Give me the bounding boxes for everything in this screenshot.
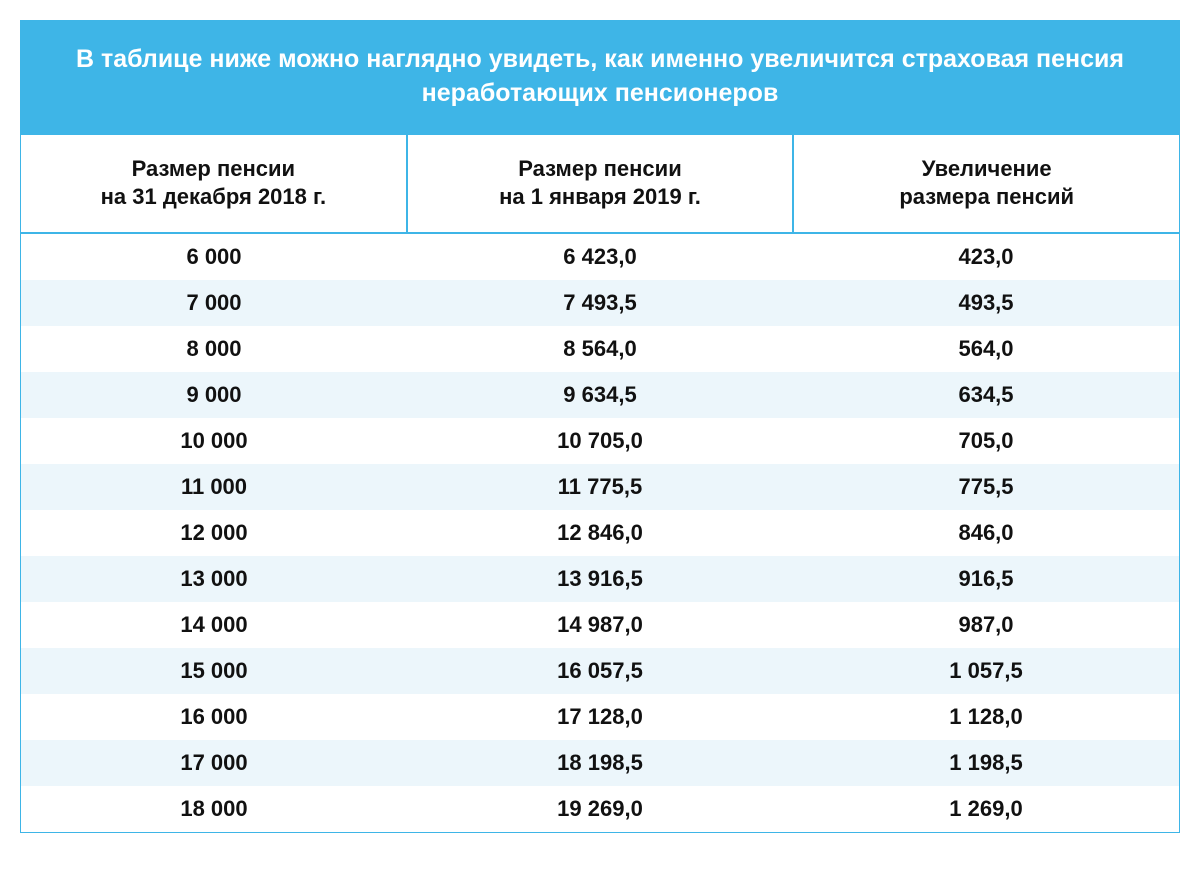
table-row: 15 00016 057,51 057,5 — [21, 648, 1179, 694]
table-cell: 7 493,5 — [407, 280, 793, 326]
column-header-2: Увеличениеразмера пенсий — [794, 135, 1179, 234]
table-cell: 18 198,5 — [407, 740, 793, 786]
table-row: 13 00013 916,5916,5 — [21, 556, 1179, 602]
table-cell: 17 000 — [21, 740, 407, 786]
table-cell: 564,0 — [793, 326, 1179, 372]
table-cell: 11 775,5 — [407, 464, 793, 510]
table-cell: 987,0 — [793, 602, 1179, 648]
table-cell: 11 000 — [21, 464, 407, 510]
table-row: 8 0008 564,0564,0 — [21, 326, 1179, 372]
table-cell: 493,5 — [793, 280, 1179, 326]
table-row: 18 00019 269,01 269,0 — [21, 786, 1179, 832]
table-cell: 9 000 — [21, 372, 407, 418]
table-cell: 1 198,5 — [793, 740, 1179, 786]
table-cell: 8 564,0 — [407, 326, 793, 372]
table-cell: 1 269,0 — [793, 786, 1179, 832]
table-header-row: Размер пенсиина 31 декабря 2018 г. Разме… — [21, 133, 1179, 234]
table-cell: 16 057,5 — [407, 648, 793, 694]
table-cell: 10 705,0 — [407, 418, 793, 464]
table-cell: 705,0 — [793, 418, 1179, 464]
table-cell: 10 000 — [21, 418, 407, 464]
table-cell: 12 000 — [21, 510, 407, 556]
table-body: 6 0006 423,0423,07 0007 493,5493,58 0008… — [21, 234, 1179, 832]
column-header-0: Размер пенсиина 31 декабря 2018 г. — [21, 135, 408, 234]
table-cell: 19 269,0 — [407, 786, 793, 832]
table-cell: 846,0 — [793, 510, 1179, 556]
table-row: 11 00011 775,5775,5 — [21, 464, 1179, 510]
table-row: 6 0006 423,0423,0 — [21, 234, 1179, 280]
table-title: В таблице ниже можно наглядно увидеть, к… — [21, 21, 1179, 133]
table-cell: 1 128,0 — [793, 694, 1179, 740]
table-row: 10 00010 705,0705,0 — [21, 418, 1179, 464]
table-cell: 14 987,0 — [407, 602, 793, 648]
table-cell: 15 000 — [21, 648, 407, 694]
table-cell: 8 000 — [21, 326, 407, 372]
table-row: 7 0007 493,5493,5 — [21, 280, 1179, 326]
table-row: 12 00012 846,0846,0 — [21, 510, 1179, 556]
table-cell: 634,5 — [793, 372, 1179, 418]
table-cell: 12 846,0 — [407, 510, 793, 556]
table-row: 16 00017 128,01 128,0 — [21, 694, 1179, 740]
table-cell: 423,0 — [793, 234, 1179, 280]
pension-table: В таблице ниже можно наглядно увидеть, к… — [20, 20, 1180, 833]
column-header-1: Размер пенсиина 1 января 2019 г. — [408, 135, 795, 234]
table-cell: 17 128,0 — [407, 694, 793, 740]
table-row: 14 00014 987,0987,0 — [21, 602, 1179, 648]
table-cell: 775,5 — [793, 464, 1179, 510]
table-row: 9 0009 634,5634,5 — [21, 372, 1179, 418]
table-cell: 916,5 — [793, 556, 1179, 602]
table-cell: 1 057,5 — [793, 648, 1179, 694]
table-cell: 6 423,0 — [407, 234, 793, 280]
table-row: 17 00018 198,51 198,5 — [21, 740, 1179, 786]
table-cell: 7 000 — [21, 280, 407, 326]
table-cell: 16 000 — [21, 694, 407, 740]
table-cell: 9 634,5 — [407, 372, 793, 418]
table-cell: 13 000 — [21, 556, 407, 602]
table-cell: 14 000 — [21, 602, 407, 648]
table-cell: 18 000 — [21, 786, 407, 832]
table-cell: 13 916,5 — [407, 556, 793, 602]
table-cell: 6 000 — [21, 234, 407, 280]
